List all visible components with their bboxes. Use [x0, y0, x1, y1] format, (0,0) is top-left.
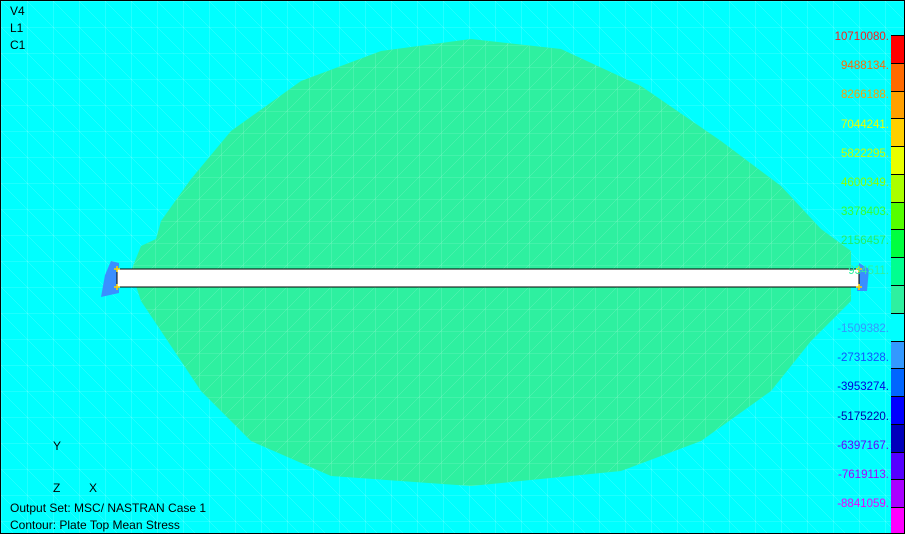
stress-contour-mesh — [131, 39, 851, 486]
legend-value: -6397167. — [837, 439, 889, 452]
legend-swatch — [891, 146, 904, 174]
legend-value: -2731328. — [837, 352, 889, 365]
legend-swatch — [891, 257, 904, 285]
node-marker — [114, 266, 120, 272]
legend-value: 934511. — [848, 264, 889, 277]
legend-swatch — [891, 62, 904, 91]
node-marker — [856, 266, 862, 272]
legend-swatch — [891, 90, 904, 119]
legend-swatch — [891, 396, 904, 424]
legend-swatch — [891, 368, 904, 397]
beam-element — [116, 268, 860, 288]
left-end-cap — [101, 261, 119, 297]
node-marker — [114, 284, 120, 290]
legend-value: 7044241. — [841, 118, 889, 131]
node-marker — [856, 284, 862, 290]
view-label-v: V4 — [10, 4, 25, 18]
legend-swatch — [891, 229, 904, 258]
legend-swatch — [891, 340, 904, 369]
view-label-l: L1 — [10, 21, 24, 35]
contour-label: Contour: Plate Top Mean Stress — [10, 518, 180, 532]
legend-swatch — [891, 423, 904, 452]
legend-swatch — [891, 479, 904, 508]
legend-swatch — [891, 285, 904, 313]
legend-swatch — [891, 173, 904, 202]
legend-value: -3953274. — [837, 381, 889, 394]
legend-swatch — [891, 201, 904, 230]
legend-value: 5822295. — [841, 147, 889, 160]
node-markers — [114, 266, 862, 290]
legend-value: -7619113. — [838, 469, 889, 481]
axis-label-y: Y — [53, 439, 62, 453]
legend-swatch — [891, 312, 904, 341]
legend-value: 10710080. — [834, 31, 889, 43]
axis-label-z: Z — [53, 481, 61, 495]
legend-value: -8841059. — [837, 498, 889, 511]
legend-value: 8266188. — [841, 89, 889, 102]
legend-value: -5175220. — [837, 410, 889, 423]
legend-value: 2156457. — [841, 235, 889, 248]
legend-value: 9488134. — [841, 60, 889, 73]
legend-swatch — [891, 35, 904, 63]
legend-swatch — [891, 451, 904, 480]
legend-value: -1509382. — [837, 323, 889, 335]
view-label-c: C1 — [10, 38, 26, 52]
legend-value: 3378403. — [841, 206, 889, 219]
legend-swatch — [891, 507, 904, 533]
legend-value: 4600349. — [841, 177, 889, 189]
output-set-label: Output Set: MSC/ NASTRAN Case 1 — [10, 501, 207, 515]
axis-label-x: X — [89, 481, 98, 495]
legend-swatch — [891, 118, 904, 147]
right-end-cap — [857, 263, 869, 291]
